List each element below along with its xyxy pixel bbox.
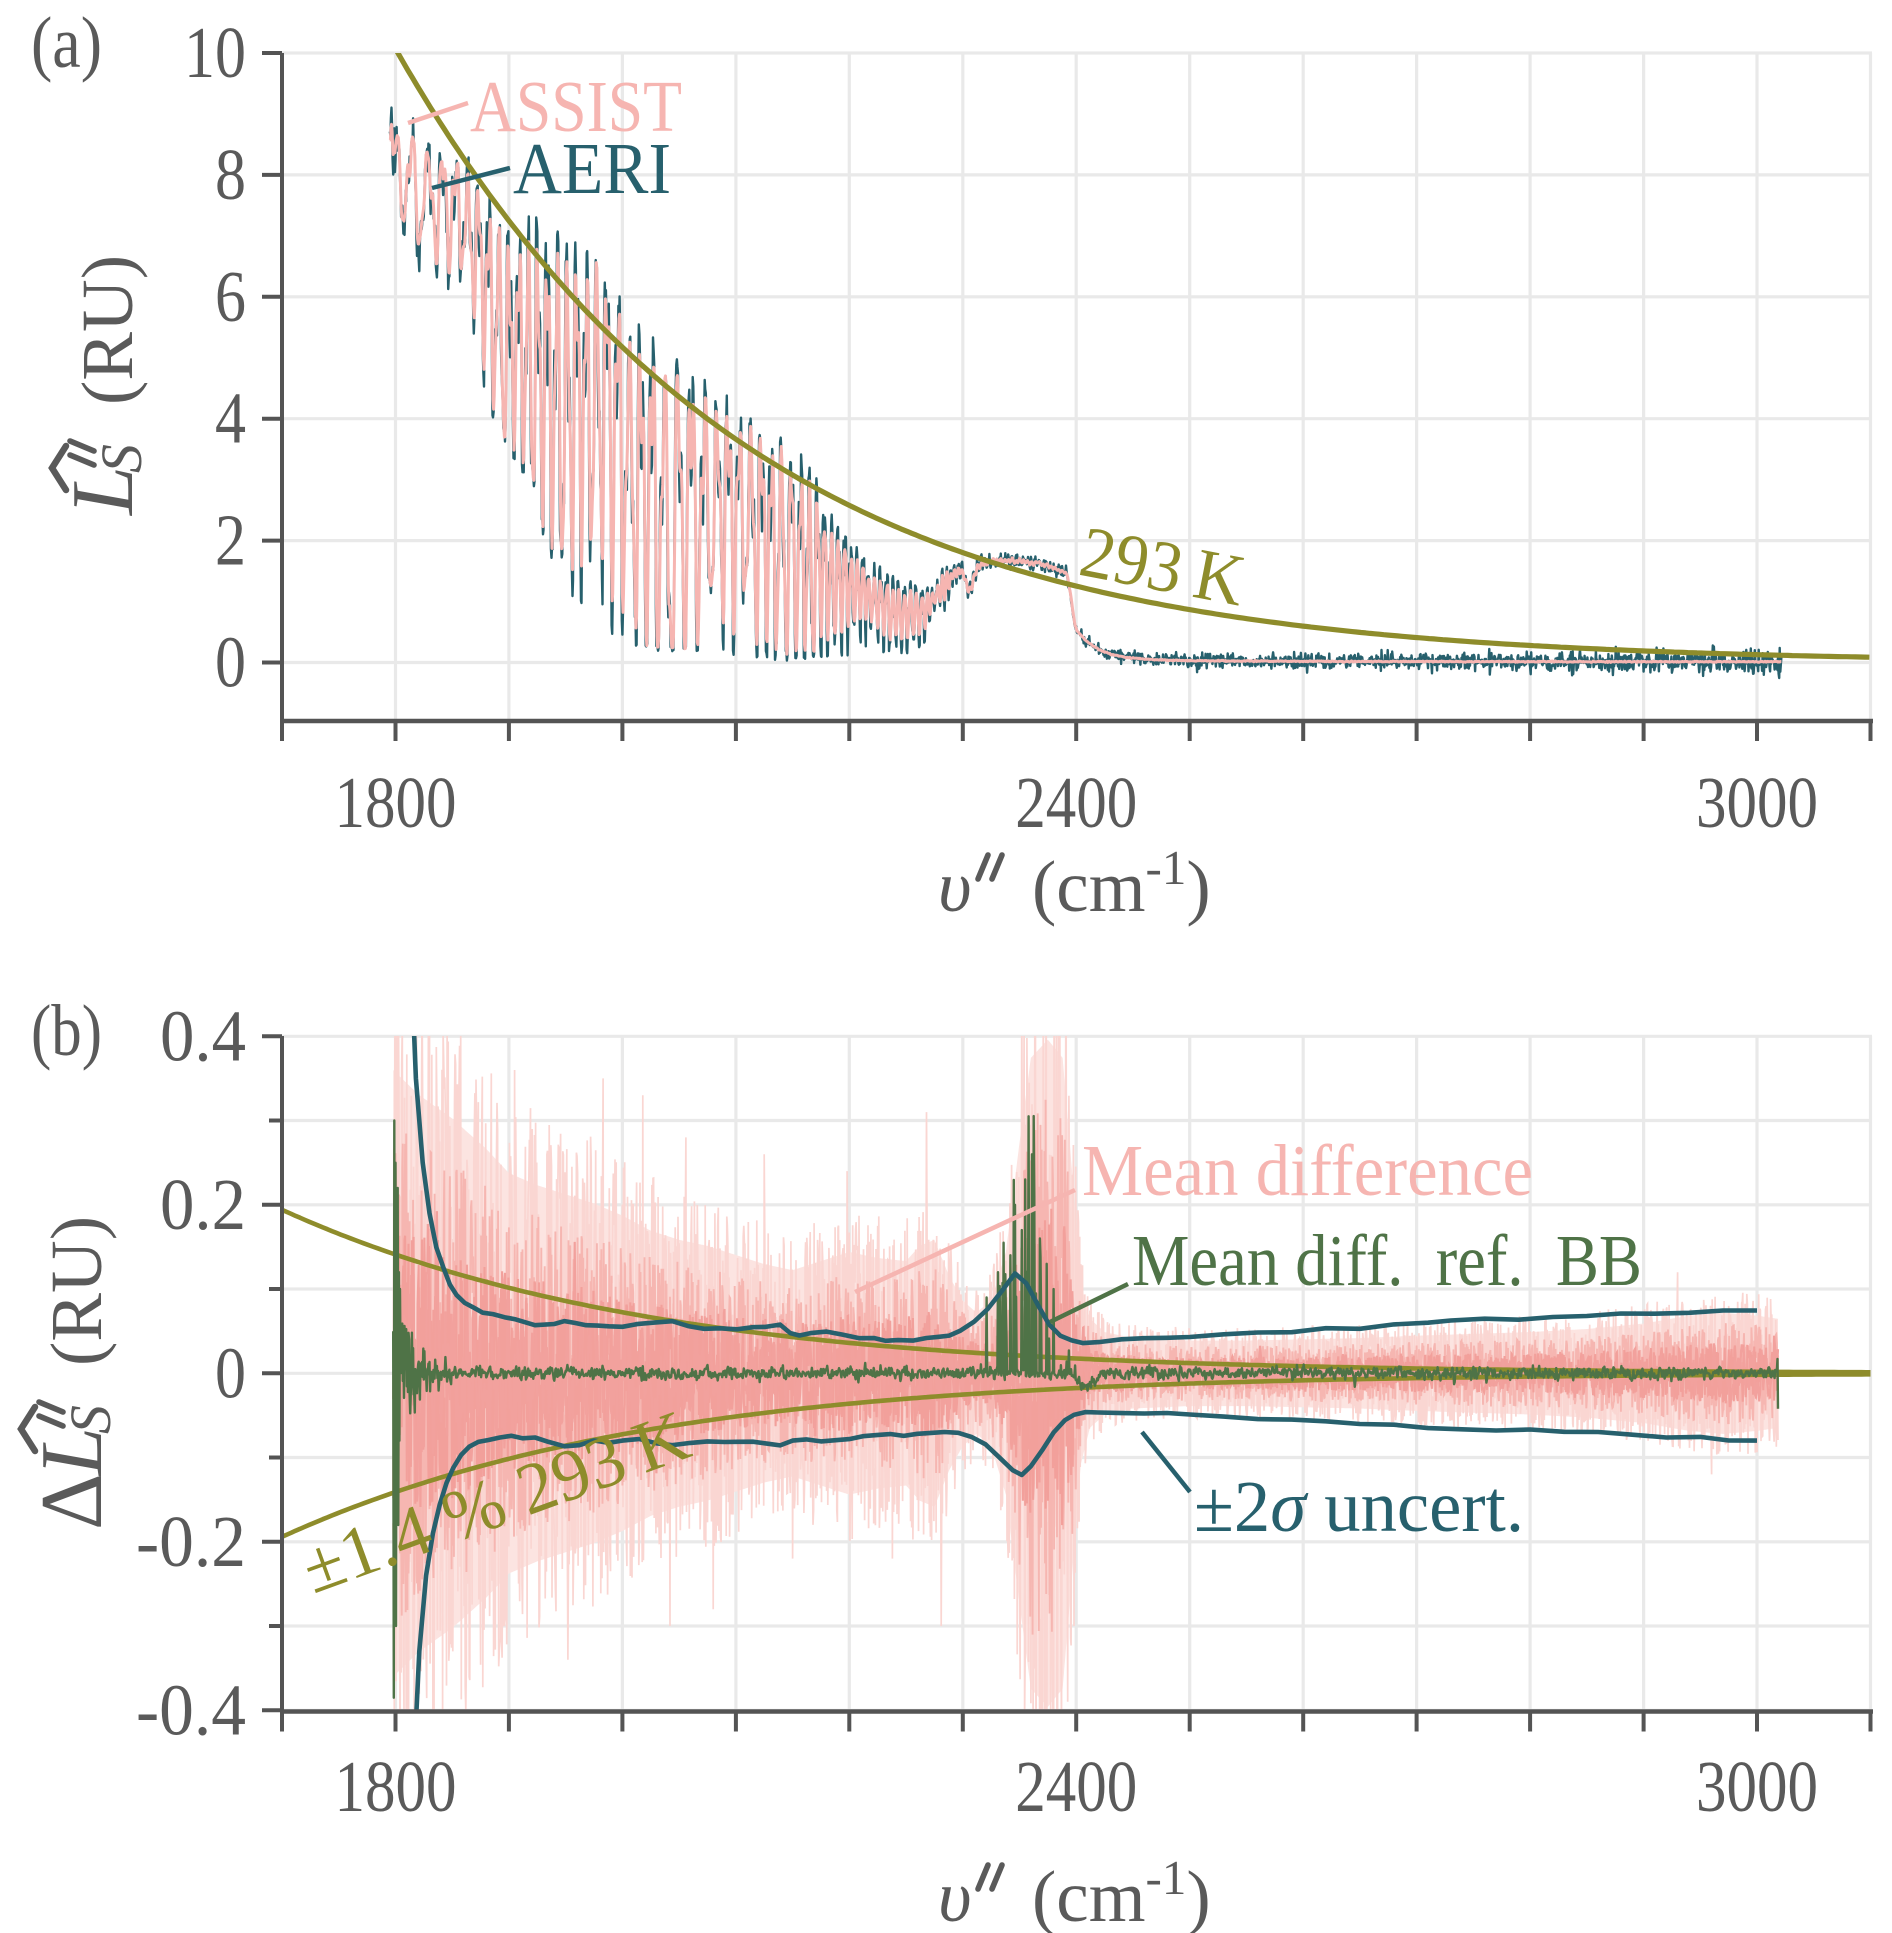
svg-text:ASSIST: ASSIST (470, 66, 682, 147)
svg-text:8: 8 (215, 134, 246, 215)
svg-text:L: L (24, 1427, 121, 1478)
svg-text:S: S (58, 1405, 123, 1434)
svg-text:2400: 2400 (1015, 762, 1137, 843)
svg-text:(RU): (RU) (67, 255, 148, 405)
svg-text:3000: 3000 (1696, 762, 1818, 843)
svg-text:10: 10 (184, 12, 246, 93)
svg-text:Mean diff. ref. BB: Mean diff. ref. BB (1132, 1220, 1642, 1301)
svg-text:-0.4: -0.4 (136, 1669, 246, 1750)
svg-text:υ: υ (938, 846, 972, 927)
svg-text:υ: υ (938, 1856, 972, 1933)
svg-text:±2σ uncert.: ±2σ uncert. (1194, 1466, 1524, 1547)
svg-text:(a): (a) (31, 2, 102, 83)
svg-text:0.2: 0.2 (160, 1164, 246, 1245)
svg-text:Mean difference: Mean difference (1082, 1130, 1533, 1211)
svg-text:6: 6 (215, 256, 246, 337)
svg-text:1800: 1800 (335, 1746, 457, 1827)
svg-text:1800: 1800 (335, 762, 457, 843)
svg-text:3000: 3000 (1696, 1746, 1818, 1827)
svg-text:4: 4 (215, 378, 246, 459)
svg-text:0: 0 (215, 622, 246, 703)
svg-text:(cm-1): (cm-1) (1032, 840, 1211, 927)
svg-text:S: S (89, 444, 154, 473)
svg-text:-0.2: -0.2 (136, 1501, 246, 1582)
svg-text:2400: 2400 (1015, 1746, 1137, 1827)
svg-text:0: 0 (215, 1332, 246, 1413)
svg-text:0.4: 0.4 (160, 995, 246, 1076)
svg-text:(RU): (RU) (36, 1216, 117, 1366)
svg-text:2: 2 (215, 500, 246, 581)
svg-text:Δ: Δ (24, 1473, 121, 1530)
svg-text:(b): (b) (31, 990, 102, 1071)
svg-text:AERI: AERI (513, 128, 671, 209)
svg-text:L: L (55, 466, 152, 517)
